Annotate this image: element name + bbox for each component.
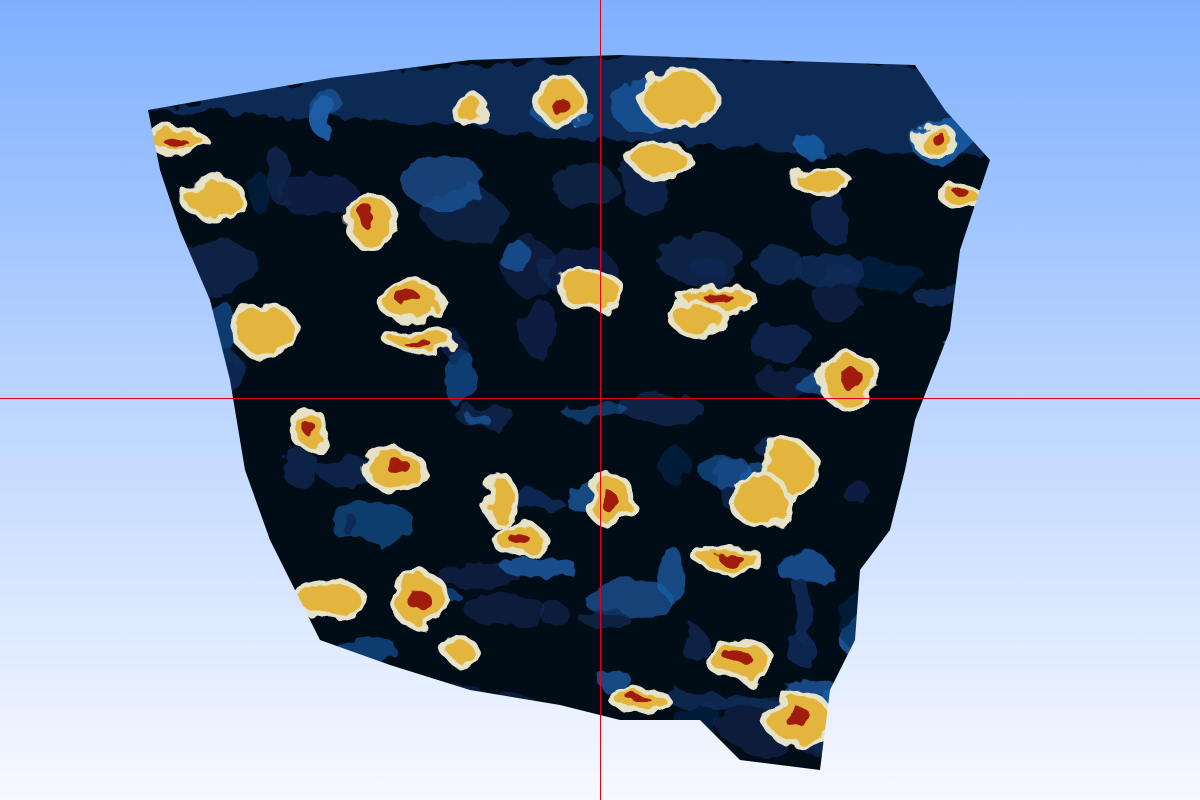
volume-region-blue bbox=[580, 579, 672, 616]
volume-region-blue bbox=[464, 412, 490, 425]
volume-region-blue bbox=[473, 707, 507, 754]
volume-region-yellow bbox=[646, 74, 714, 126]
volume-region-yellow bbox=[676, 306, 724, 334]
volume-region-blue bbox=[364, 693, 404, 736]
volume-region-blue bbox=[241, 684, 294, 707]
volume-region-red bbox=[783, 706, 811, 727]
volume-region-yellow bbox=[487, 476, 513, 524]
volume-region-blue bbox=[403, 153, 486, 213]
volume-region-yellow bbox=[297, 585, 363, 615]
volume-region-blue bbox=[826, 685, 908, 718]
volume-region-blue bbox=[942, 335, 984, 348]
volume-region-blue bbox=[521, 298, 559, 360]
volume-region-blue bbox=[463, 593, 546, 626]
volume-region-blue bbox=[874, 95, 902, 123]
volume-region-blue bbox=[699, 695, 784, 709]
volume-region-blue bbox=[951, 415, 969, 429]
volume-region-red bbox=[703, 292, 733, 303]
volume-region-blue bbox=[904, 471, 945, 512]
volume-region-blue bbox=[356, 673, 377, 736]
volume-region-blue bbox=[832, 709, 892, 757]
volume-region-blue bbox=[657, 231, 743, 286]
volume-region-red bbox=[931, 132, 946, 145]
volume-region-blue bbox=[279, 451, 321, 486]
volume-region-blue bbox=[777, 553, 833, 586]
volume-region-yellow bbox=[735, 475, 785, 525]
volume-region-blue bbox=[890, 631, 932, 659]
volume-region-red bbox=[628, 695, 651, 704]
volume-region-blue bbox=[501, 555, 577, 579]
volume-region-blue bbox=[578, 608, 629, 629]
volume-region-red bbox=[410, 591, 433, 614]
volume-region-blue bbox=[902, 693, 930, 719]
volume-region-blue bbox=[435, 563, 523, 589]
volume-region-blue bbox=[619, 394, 705, 424]
volume-region-blue bbox=[344, 517, 362, 539]
volume-region-blue bbox=[560, 402, 630, 419]
volume-region-yellow bbox=[562, 272, 618, 308]
volume-region-yellow bbox=[188, 181, 242, 219]
volume-region-blue bbox=[793, 135, 824, 156]
volume-region-red bbox=[403, 338, 431, 348]
volume-region-blue bbox=[698, 454, 751, 487]
volume-region-blue bbox=[598, 666, 630, 695]
volume-region-blue bbox=[208, 349, 243, 393]
volume-region-blue bbox=[553, 161, 618, 212]
volume-region-yellow bbox=[457, 96, 483, 124]
volume-region-red bbox=[840, 369, 865, 392]
volume-region-red bbox=[952, 187, 968, 196]
volume-region-blue bbox=[748, 320, 812, 363]
volume-region-blue bbox=[793, 581, 815, 644]
volume-region-red bbox=[164, 139, 189, 147]
volume-region-blue bbox=[786, 632, 818, 667]
volume-region-blue bbox=[540, 601, 569, 628]
volume-region-blue bbox=[326, 501, 414, 542]
volume-region-red bbox=[508, 533, 530, 544]
volume-region-yellow bbox=[448, 639, 472, 661]
volume-region-blue bbox=[445, 689, 538, 718]
volume-region-blue bbox=[338, 709, 410, 747]
volume-region-blue bbox=[337, 637, 399, 665]
volume-region-blue bbox=[845, 480, 870, 507]
volume-region-blue bbox=[890, 559, 921, 577]
volume-region-blue bbox=[406, 682, 477, 717]
volume-region-blue bbox=[279, 692, 354, 708]
volume-region-red bbox=[716, 553, 743, 563]
volume-region-blue bbox=[832, 588, 876, 646]
volume-region-red bbox=[549, 93, 566, 114]
volume-region-blue bbox=[279, 171, 357, 218]
volume-region-red bbox=[725, 649, 751, 666]
volume-region-blue bbox=[172, 236, 259, 295]
volume-region-blue bbox=[500, 242, 533, 274]
volume-region-red bbox=[301, 420, 315, 436]
volume-region-red bbox=[385, 458, 410, 474]
volume-region-blue bbox=[833, 260, 925, 289]
volume-region-red bbox=[358, 206, 377, 228]
volume-region-blue bbox=[911, 286, 990, 305]
volume-region-yellow bbox=[634, 146, 686, 174]
volume-region-blue bbox=[659, 545, 683, 602]
volume-region-yellow bbox=[795, 170, 845, 190]
volume-region-red bbox=[397, 293, 424, 308]
volume-region-blue bbox=[308, 91, 335, 137]
volume-region-blue bbox=[249, 172, 271, 214]
volume-region-yellow bbox=[237, 306, 293, 354]
volume-region-blue bbox=[679, 626, 709, 662]
volume-region-blue bbox=[755, 245, 804, 286]
volume-region-blue bbox=[813, 191, 849, 242]
volume-region-blue bbox=[660, 447, 691, 486]
volume-region-red bbox=[599, 489, 617, 511]
